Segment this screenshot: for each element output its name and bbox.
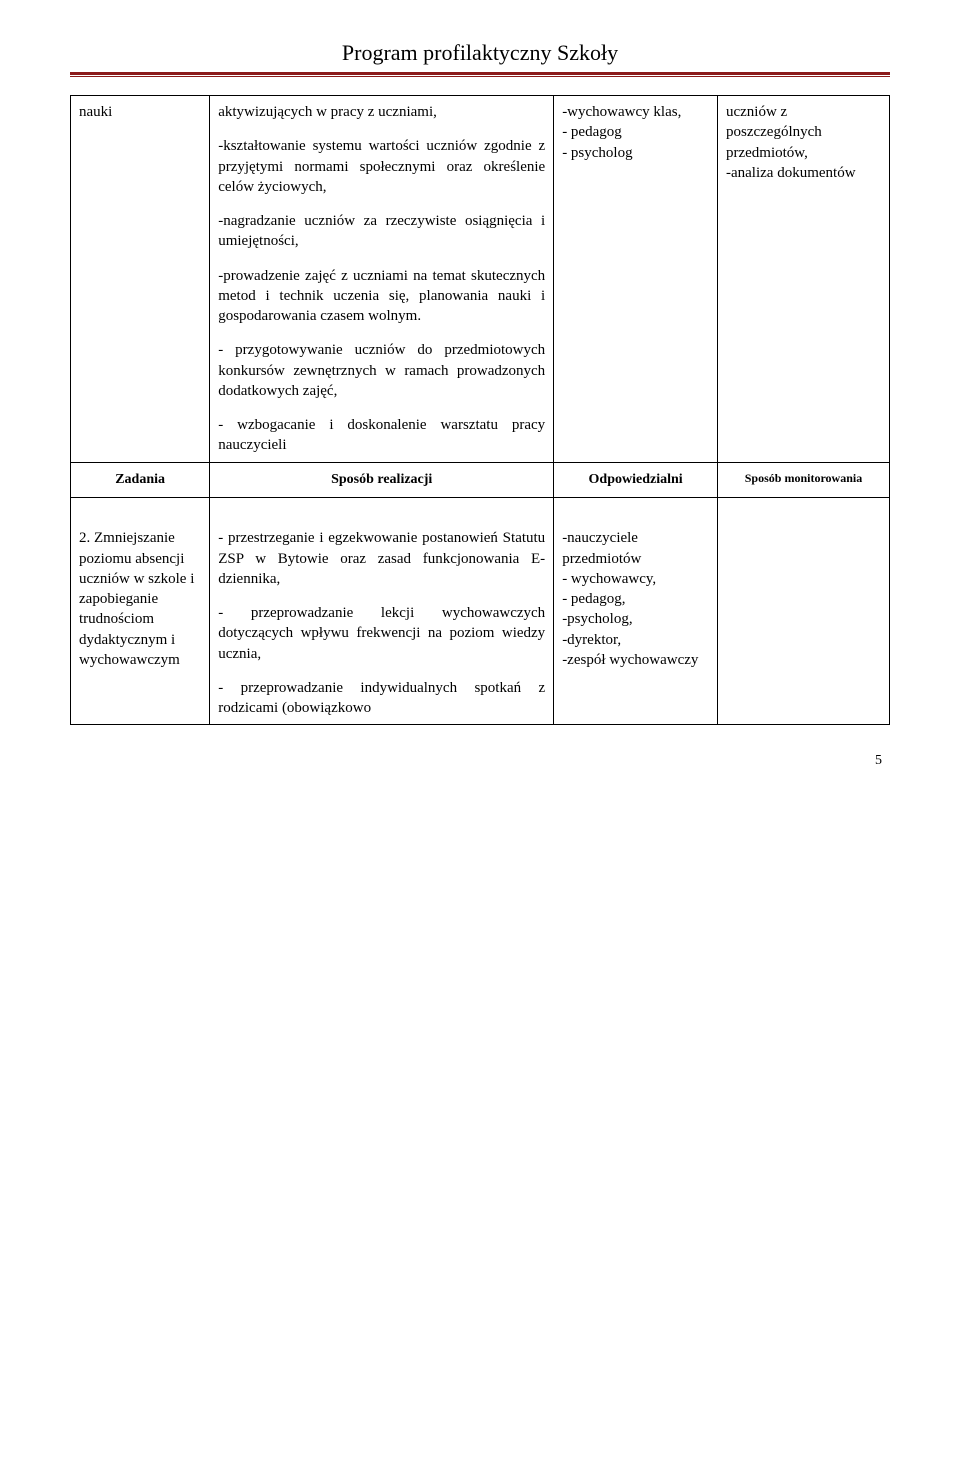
table-header-row: Zadania Sposób realizacji Odpowiedzialni…: [71, 462, 890, 498]
header-sposob-monitorowania: Sposób monitorowania: [717, 462, 889, 498]
page-title: Program profilaktyczny Szkoły: [70, 40, 890, 66]
content-table: nauki aktywizujących w pracy z uczniami,…: [70, 95, 890, 725]
paragraph: -nagradzanie uczniów za rzeczywiste osią…: [218, 211, 545, 252]
cell-task-label: 2. Zmniejszanie poziomu absencji uczniów…: [71, 498, 210, 725]
paragraph: - przeprowadzanie indywidualnych spotkań…: [218, 678, 545, 719]
header-sposob-realizacji: Sposób realizacji: [210, 462, 554, 498]
cell-responsible: -wychowawcy klas, - pedagog - psycholog: [554, 96, 718, 463]
paragraph: - wzbogacanie i doskonalenie warsztatu p…: [218, 415, 545, 456]
paragraph: - przeprowadzanie lekcji wychowawczych d…: [218, 603, 545, 664]
header-rule-thin: [70, 76, 890, 77]
table-row: nauki aktywizujących w pracy z uczniami,…: [71, 96, 890, 463]
header-zadania: Zadania: [71, 462, 210, 498]
cell-monitoring: uczniów z poszczególnych przedmiotów, -a…: [717, 96, 889, 463]
paragraph: -prowadzenie zajęć z uczniami na temat s…: [218, 266, 545, 327]
paragraph: -kształtowanie systemu wartości uczniów …: [218, 136, 545, 197]
paragraph: - przestrzeganie i egzekwowanie postanow…: [218, 528, 545, 589]
header-odpowiedzialni: Odpowiedzialni: [554, 462, 718, 498]
cell-responsible: -nauczyciele przedmiotów - wychowawcy, -…: [554, 498, 718, 725]
page-number: 5: [70, 753, 890, 769]
cell-realization: aktywizujących w pracy z uczniami, -kszt…: [210, 96, 554, 463]
cell-realization: - przestrzeganie i egzekwowanie postanow…: [210, 498, 554, 725]
paragraph: - przygotowywanie uczniów do przedmiotow…: [218, 340, 545, 401]
cell-task-label: nauki: [71, 96, 210, 463]
cell-monitoring: [717, 498, 889, 725]
header-rule-thick: [70, 72, 890, 75]
paragraph: aktywizujących w pracy z uczniami,: [218, 102, 545, 122]
table-row: 2. Zmniejszanie poziomu absencji uczniów…: [71, 498, 890, 725]
